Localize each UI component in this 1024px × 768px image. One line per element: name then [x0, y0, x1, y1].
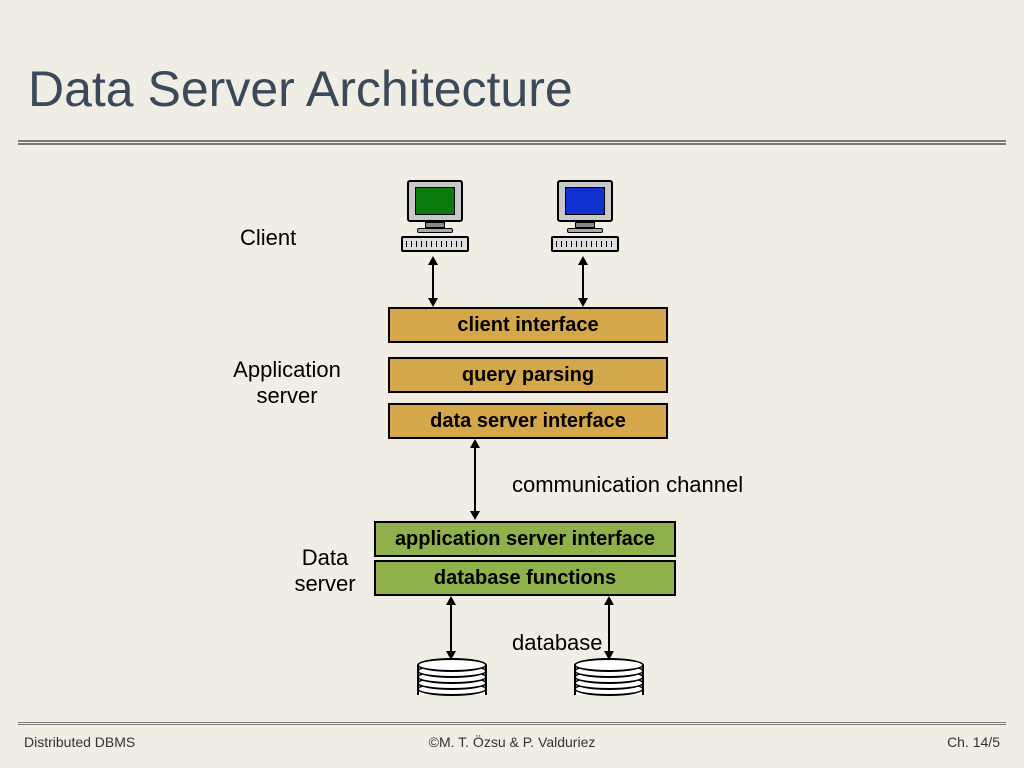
arrow-line: [474, 442, 476, 517]
client-computer-icon: [395, 180, 475, 255]
arrow-head-icon: [470, 511, 480, 520]
arrow-head-icon: [578, 256, 588, 265]
footer-divider: [18, 722, 1006, 725]
arrow-head-icon: [578, 298, 588, 307]
arrow-head-icon: [446, 596, 456, 605]
communication-channel-label: communication channel: [512, 472, 743, 498]
client-interface-box: client interface: [388, 307, 668, 343]
database-icon: [417, 658, 487, 703]
app-server-label: Application server: [222, 357, 352, 409]
app-server-interface-box: application server interface: [374, 521, 676, 557]
title-divider: [18, 140, 1006, 145]
database-functions-box: database functions: [374, 560, 676, 596]
slide-title: Data Server Architecture: [28, 60, 573, 118]
data-server-text: Data server: [294, 545, 355, 596]
query-parsing-box: query parsing: [388, 357, 668, 393]
arrow-line: [450, 599, 452, 657]
database-label: database: [512, 630, 603, 656]
app-server-text: Application server: [233, 357, 341, 408]
arrow-head-icon: [604, 596, 614, 605]
arrow-head-icon: [428, 256, 438, 265]
client-label: Client: [240, 225, 296, 251]
data-server-label: Data server: [285, 545, 365, 597]
arrow-head-icon: [470, 439, 480, 448]
client-computer-icon: [545, 180, 625, 255]
arrow-head-icon: [428, 298, 438, 307]
database-icon: [574, 658, 644, 703]
footer-right: Ch. 14/5: [947, 734, 1000, 750]
data-server-interface-box: data server interface: [388, 403, 668, 439]
arrow-line: [608, 599, 610, 657]
footer-center: ©M. T. Özsu & P. Valduriez: [0, 734, 1024, 750]
